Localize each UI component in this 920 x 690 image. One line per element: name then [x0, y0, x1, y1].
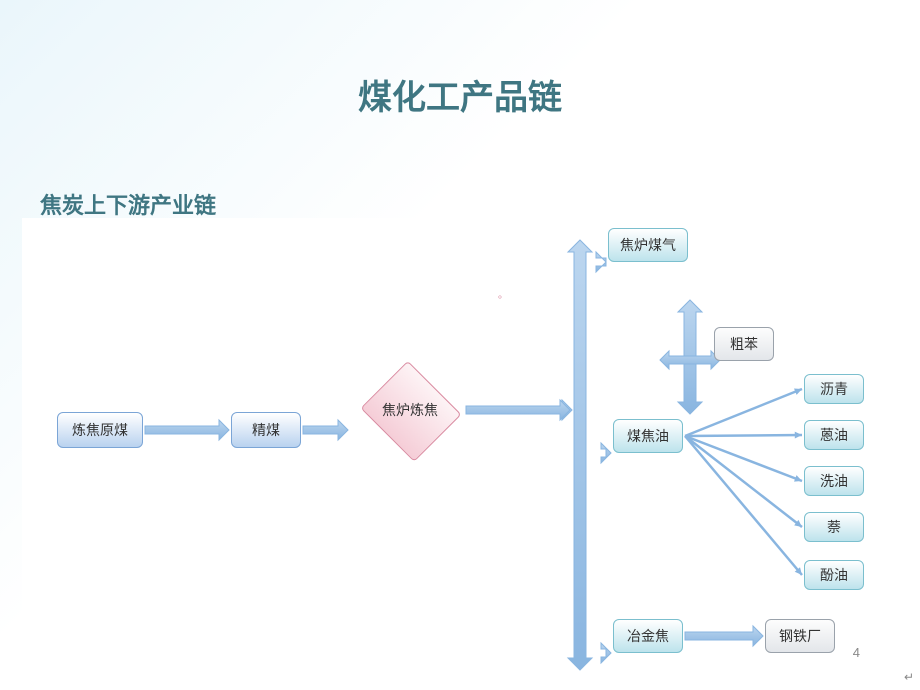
node-label: 精煤: [252, 420, 280, 440]
page-title-text: 煤化工产品链: [358, 79, 562, 117]
arrow-right-icon: [145, 420, 229, 440]
node-label: 钢铁厂: [779, 626, 821, 646]
decorative-dot: 。: [498, 286, 508, 301]
node-label: 蒽油: [820, 425, 848, 445]
arrow-right-icon: [303, 420, 348, 440]
arrow-right-icon: [601, 443, 611, 463]
node-coking: 焦炉炼焦: [350, 374, 470, 446]
node-label: 冶金焦: [627, 626, 669, 646]
node-naphthalene: 萘: [804, 512, 864, 542]
node-wash_oil: 洗油: [804, 466, 864, 496]
connector-line: [685, 436, 802, 527]
node-label: 酚油: [820, 565, 848, 585]
arrow-right-icon: [601, 643, 611, 663]
node-phenol_oil: 酚油: [804, 560, 864, 590]
node-clean_coal: 精煤: [231, 412, 301, 448]
arrowhead-icon: [795, 432, 802, 439]
node-crude_benz: 粗苯: [714, 327, 774, 361]
node-raw_coal: 炼焦原煤: [57, 412, 143, 448]
arrow-right-icon: [596, 252, 606, 272]
node-label: 洗油: [820, 471, 848, 491]
node-label: 萘: [827, 517, 841, 537]
node-coke_gas: 焦炉煤气: [608, 228, 688, 262]
node-asphalt: 沥青: [804, 374, 864, 404]
arrow-right-icon: [466, 400, 570, 420]
node-anth_oil: 蒽油: [804, 420, 864, 450]
node-coal_tar: 煤焦油: [613, 419, 683, 453]
node-label: 焦炉煤气: [620, 235, 676, 255]
node-label: 煤焦油: [627, 426, 669, 446]
node-met_coke: 冶金焦: [613, 619, 683, 653]
subtitle: 焦炭上下游产业链: [40, 188, 216, 220]
connector-line: [685, 435, 802, 436]
node-label: 沥青: [820, 379, 848, 399]
node-label: 粗苯: [730, 334, 758, 354]
page-title: 煤化工产品链: [0, 70, 920, 119]
flowchart-diagram: 炼焦原煤 精煤 焦炉炼焦 焦炉煤气粗苯煤焦油冶金焦 钢铁厂 沥青蒽油洗油萘酚油: [22, 218, 920, 690]
page-number: 4: [853, 645, 860, 660]
node-label: 炼焦原煤: [72, 420, 128, 440]
connector-line: [685, 389, 802, 436]
arrow-vertical-double-icon: [568, 240, 592, 670]
node-label: 焦炉炼焦: [350, 374, 470, 446]
connector-line: [685, 436, 802, 575]
node-steel: 钢铁厂: [765, 619, 835, 653]
return-glyph-icon: ↵: [904, 670, 914, 684]
subtitle-text: 焦炭上下游产业链: [40, 193, 216, 218]
arrow-right-icon: [685, 626, 763, 646]
